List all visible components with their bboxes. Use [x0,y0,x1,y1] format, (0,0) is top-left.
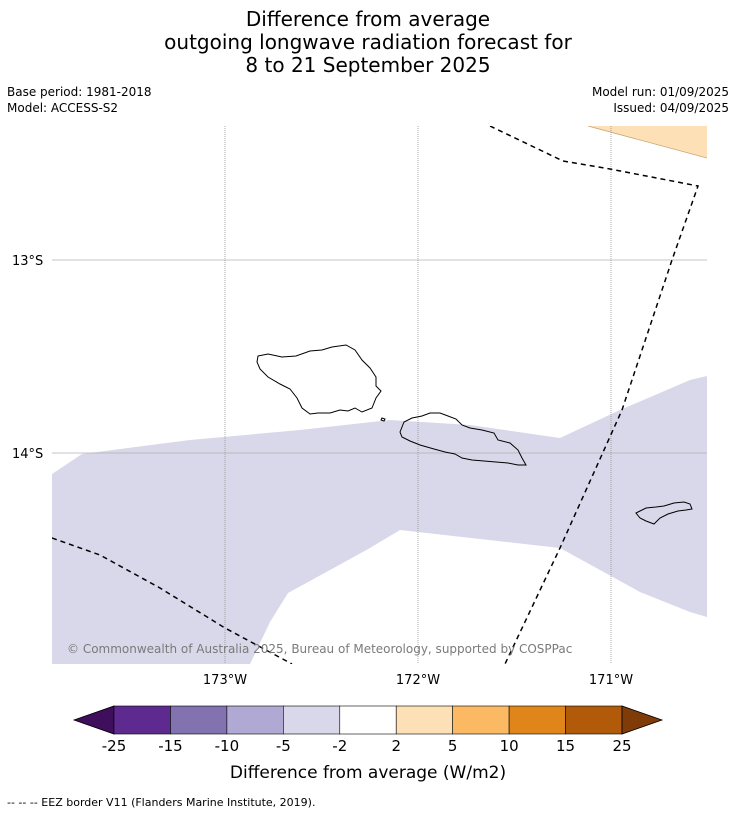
copyright-text: © Commonwealth of Australia 2025, Bureau… [67,642,572,656]
colorbar-tick-label: -5 [276,737,291,755]
colorbar-swatch [508,705,566,735]
eez-legend-note: -- -- -- EEZ border V11 (Flanders Marine… [7,796,316,809]
base-period: Base period: 1981-2018 [7,85,152,99]
colorbar-tick-label: 10 [500,737,519,755]
colorbar-swatch [452,705,510,735]
lat-label-14s: 14°S [12,447,43,462]
colorbar-swatch [395,705,453,735]
colorbar-swatch [565,705,623,735]
positive-anomaly-edge [587,126,707,159]
colorbar-swatch [283,705,341,735]
colorbar: -25 -15 -10 -5 -2 2 5 10 15 25 [72,705,664,755]
colorbar-tick-label: -10 [215,737,240,755]
colorbar-swatch [339,705,397,735]
colorbar-tick-label: -15 [158,737,183,755]
title-line-3: 8 to 21 September 2025 [245,53,491,77]
upolu-island-coast [399,412,527,466]
eez-border-north [489,126,699,664]
lon-label-173w: 173°W [203,673,247,688]
model-run: Model run: 01/09/2025 [591,85,729,99]
negative-anomaly-band [52,376,707,664]
colorbar-swatch [226,705,284,735]
eez-border-southwest [52,537,293,664]
title-line-2: outgoing longwave radiation forecast for [164,30,572,54]
chart-title: Difference from average outgoing longwav… [0,8,736,77]
colorbar-tick-label: 15 [556,737,575,755]
meta-left: Base period: 1981-2018 Model: ACCESS-S2 [7,84,152,116]
tutuila-island-coast [635,501,693,525]
colorbar-tick-label: 2 [391,737,401,755]
colorbar-tick-label: 25 [612,737,631,755]
colorbar-extend-low [72,705,115,735]
colorbar-extend-high [621,705,664,735]
apolima-islet [380,417,386,422]
lon-label-171w: 171°W [589,673,633,688]
savaii-island-coast [256,344,382,415]
colorbar-swatch [170,705,228,735]
colorbar-label: Difference from average (W/m2) [230,763,506,783]
colorbar-swatch [113,705,171,735]
meta-right: Model run: 01/09/2025 Issued: 04/09/2025 [592,84,729,116]
lon-label-172w: 172°W [396,673,440,688]
colorbar-tick-label: 5 [448,737,458,755]
colorbar-tick-label: -2 [332,737,347,755]
title-line-1: Difference from average [245,7,491,31]
map-area: © Commonwealth of Australia 2025, Bureau… [52,126,707,664]
colorbar-tick-label: -25 [102,737,127,755]
model-name: Model: ACCESS-S2 [7,101,119,115]
issued-date: Issued: 04/09/2025 [613,101,729,115]
lat-label-13s: 13°S [12,254,43,269]
